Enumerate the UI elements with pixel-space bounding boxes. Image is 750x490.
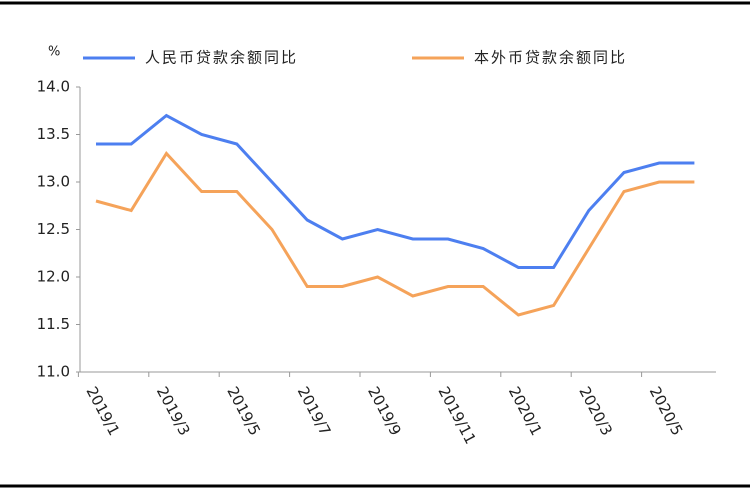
y-tick-label: 12.0 xyxy=(37,268,70,286)
y-tick-label: 12.5 xyxy=(37,220,70,238)
x-tick-label: 2019/3 xyxy=(153,384,194,439)
series-line xyxy=(96,113,695,269)
legend-label: 人民币贷款余额同比 xyxy=(145,49,298,67)
y-tick-label: 13.0 xyxy=(37,173,70,191)
x-tick-label: 2020/3 xyxy=(575,384,616,439)
x-tick-label: 2019/9 xyxy=(364,384,405,439)
y-tick-label: 13.5 xyxy=(37,125,70,143)
legend-label: 本外币贷款余额同比 xyxy=(474,49,627,67)
x-tick-label: 2020/1 xyxy=(505,384,546,439)
x-tick-label: 2019/5 xyxy=(223,384,264,439)
x-tick-label: 2020/5 xyxy=(646,384,687,439)
x-tick-label: 2019/11 xyxy=(434,384,479,447)
x-tick-label: 2019/1 xyxy=(82,384,123,439)
y-tick-label: 11.0 xyxy=(37,363,70,381)
y-tick-label: 11.5 xyxy=(37,315,70,333)
unit-label: % xyxy=(48,45,60,60)
series-line xyxy=(95,151,695,317)
y-tick-label: 14.0 xyxy=(37,78,70,96)
x-tick-label: 2019/7 xyxy=(294,384,335,439)
